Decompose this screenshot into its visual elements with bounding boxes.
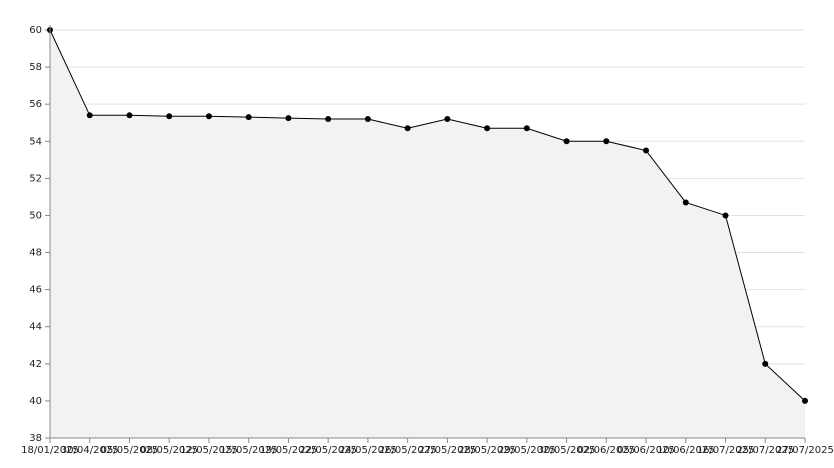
y-tick-label: 60 [29,25,42,36]
x-tick-label: 05/06/2025 [617,445,675,456]
y-tick-label: 52 [29,173,42,184]
y-tick-label: 58 [29,62,42,73]
marker [285,115,292,122]
x-tick-label: 18/01/2025 [21,445,79,456]
marker [722,212,729,219]
x-tick-label: 26/05/2025 [379,445,437,456]
marker [603,138,610,145]
marker [86,112,93,119]
x-tick-label: 27/07/2025 [776,445,834,456]
y-tick-label: 38 [29,433,42,444]
marker [523,125,530,132]
marker [404,125,411,132]
marker [802,397,808,404]
y-tick-label: 56 [29,99,42,110]
marker [325,116,332,123]
x-tick-label: 27/05/2025 [419,445,477,456]
x-tick-label: 15/05/2025 [220,445,278,456]
x-tick-label: 29/05/2025 [498,445,556,456]
x-tick-label: 05/05/2025 [101,445,159,456]
y-tick-label: 48 [29,248,42,259]
marker [166,113,173,120]
y-tick-label: 50 [29,210,42,221]
x-tick-label: 22/05/2025 [299,445,357,456]
marker [444,116,451,123]
y-tick-label: 44 [29,322,42,333]
marker [682,199,689,206]
x-tick-label: 08/05/2025 [140,445,198,456]
x-tick-label: 10/06/2025 [657,445,715,456]
y-tick-label: 54 [29,136,42,147]
x-tick-label: 12/05/2025 [180,445,238,456]
line [49,29,806,402]
x-tick-label: 16/07/2025 [697,445,755,456]
marker [364,116,371,123]
x-tick-label: 30/05/2025 [538,445,596,456]
x-tick-label: 28/05/2025 [458,445,516,456]
marker [563,138,570,145]
marker [126,112,133,119]
x-tick-label: 25/07/2025 [736,445,794,456]
marker [245,114,252,121]
marker [643,147,650,154]
x-tick-label: 30/04/2025 [61,445,119,456]
y-tick-label: 46 [29,285,42,296]
y-tick-label: 42 [29,359,42,370]
marker [205,113,212,120]
x-tick-label: 24/05/2025 [339,445,397,456]
area [50,30,805,438]
y-tick-label: 40 [29,396,42,407]
x-tick-label: 02/06/2025 [577,445,635,456]
marker [484,125,491,132]
x-tick-label: 19/05/2025 [260,445,318,456]
marker [762,360,769,367]
